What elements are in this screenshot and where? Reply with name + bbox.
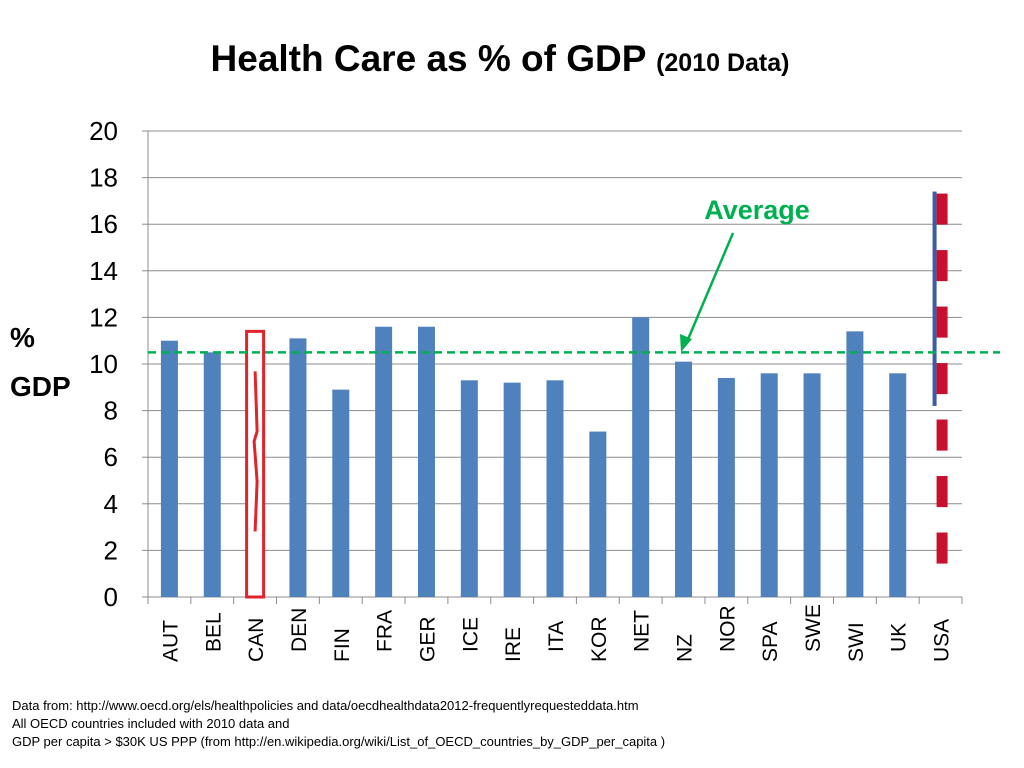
bar bbox=[160, 340, 178, 597]
y-tick-label: 4 bbox=[104, 489, 118, 519]
bar bbox=[460, 380, 478, 597]
bar bbox=[717, 377, 735, 597]
bar bbox=[589, 431, 607, 597]
average-label: Average bbox=[704, 195, 810, 225]
y-tick-label: 18 bbox=[89, 163, 118, 193]
x-tick-label: KOR bbox=[588, 616, 611, 662]
y-axis-label-percent: % bbox=[10, 322, 35, 353]
bar bbox=[803, 373, 821, 597]
x-tick-label: SPA bbox=[759, 622, 782, 662]
bar-chart: 0 2 4 6 8 10 12 14 16 18 20 AUT BEL CAN DEN FIN FRA GER IC… bbox=[89, 116, 1000, 662]
bar bbox=[375, 326, 393, 597]
note-line: Data from: http://www.oecd.org/els/healt… bbox=[12, 698, 639, 713]
bar-usa-stripe bbox=[936, 419, 948, 451]
x-tick-label: FRA bbox=[374, 610, 397, 652]
y-tick-label: 16 bbox=[89, 209, 118, 239]
note-line: GDP per capita > $30K US PPP (from http:… bbox=[12, 734, 666, 749]
x-tick-label: SWI bbox=[845, 622, 868, 662]
y-tick-label: 20 bbox=[89, 116, 118, 146]
chart-title: Health Care as % of GDP (2010 Data) bbox=[0, 38, 1000, 80]
x-tick-label: BEL bbox=[202, 612, 225, 652]
x-tick-label: UK bbox=[888, 623, 911, 652]
maple-leaf-mark bbox=[252, 371, 259, 532]
x-tick-label: ICE bbox=[459, 617, 482, 652]
x-tick-label: ITA bbox=[545, 621, 568, 652]
x-tick-label: USA bbox=[931, 619, 954, 662]
bar-usa-stripe bbox=[936, 532, 948, 564]
x-tick-label: AUT bbox=[159, 620, 182, 662]
y-tick-label: 10 bbox=[89, 349, 118, 379]
x-tick-label: SWE bbox=[802, 604, 825, 652]
x-tick-label: DEN bbox=[288, 608, 311, 652]
y-tick-label: 2 bbox=[104, 535, 118, 565]
y-tick-label: 8 bbox=[104, 396, 118, 426]
bar bbox=[675, 361, 693, 597]
bar-usa-stripe bbox=[936, 306, 948, 338]
bar-usa-stripe bbox=[936, 193, 948, 225]
title-main: Health Care as % of GDP bbox=[210, 38, 646, 79]
bar bbox=[417, 326, 435, 597]
y-axis-label-gdp: GDP bbox=[10, 371, 71, 402]
bar-usa-stripe bbox=[936, 476, 948, 508]
bar-usa-canton bbox=[932, 191, 937, 406]
bar bbox=[889, 373, 907, 597]
y-tick-label: 6 bbox=[104, 442, 118, 472]
x-tick-label: NZ bbox=[674, 634, 697, 662]
x-tick-label: FIN bbox=[331, 628, 354, 662]
bar-usa-stripe bbox=[936, 250, 948, 282]
bar bbox=[332, 389, 350, 597]
bar bbox=[632, 317, 650, 597]
bar bbox=[760, 373, 778, 597]
bar-usa-stripe bbox=[936, 363, 948, 395]
bar bbox=[289, 338, 307, 597]
x-tick-label: GER bbox=[416, 616, 439, 662]
note-line: All OECD countries included with 2010 da… bbox=[12, 716, 290, 731]
x-tick-label: NET bbox=[631, 610, 654, 652]
bar bbox=[546, 380, 564, 597]
average-arrow-head bbox=[680, 334, 692, 352]
y-tick-label: 14 bbox=[89, 256, 118, 286]
average-arrow-shaft bbox=[684, 232, 735, 345]
x-tick-label: CAN bbox=[245, 618, 268, 662]
title-subtitle: (2010 Data) bbox=[656, 49, 790, 77]
bar bbox=[203, 352, 221, 597]
source-notes: Data from: http://www.oecd.org/els/healt… bbox=[12, 697, 665, 751]
x-tick-label: NOR bbox=[716, 605, 739, 652]
bar bbox=[503, 382, 521, 597]
bar bbox=[846, 331, 864, 597]
x-tick-label: IRE bbox=[502, 627, 525, 662]
y-tick-label: 12 bbox=[89, 302, 118, 332]
y-tick-label: 0 bbox=[104, 582, 118, 612]
